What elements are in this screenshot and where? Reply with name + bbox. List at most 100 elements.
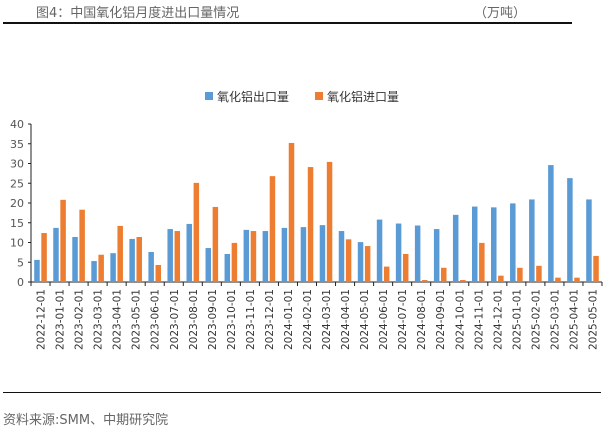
x-tick-label: 2023-03-01 (93, 289, 105, 350)
bar-import (117, 225, 123, 282)
bar-import (41, 233, 47, 282)
bar-export (491, 207, 497, 282)
bar-export (53, 227, 59, 282)
bar-export (357, 242, 364, 282)
x-tick-label: 2024-06-01 (378, 289, 390, 350)
x-tick-label: 2023-11-01 (245, 289, 257, 350)
bar-import (517, 267, 523, 282)
bar-export (376, 219, 383, 282)
figure-title: 图4：中国氧化铝月度进出口量情况 (36, 6, 240, 21)
bar-import (231, 242, 238, 282)
bar-import (60, 199, 66, 282)
bar-import (460, 280, 466, 282)
bar-export (338, 231, 345, 282)
bar-import (269, 176, 276, 282)
bar-import (212, 206, 219, 282)
x-tick-label: 2024-07-01 (397, 289, 409, 350)
bar-import (364, 246, 371, 282)
bar-import (574, 277, 580, 282)
x-tick-label: 2023-07-01 (169, 289, 181, 350)
bar-export (414, 225, 421, 282)
x-tick-label: 2023-08-01 (188, 289, 200, 350)
legend-swatch (205, 92, 213, 100)
x-tick-label: 2024-09-01 (435, 289, 447, 350)
bar-import (288, 142, 295, 282)
bar-export (148, 251, 154, 282)
bar-export (548, 165, 554, 282)
bar-export (91, 261, 97, 282)
bar-export (395, 223, 402, 282)
bar-import (421, 280, 428, 282)
bar-import (326, 161, 333, 282)
bar-import (174, 231, 181, 282)
bar-export (186, 223, 192, 282)
y-tick-label: 40 (10, 118, 24, 131)
bar-import (193, 182, 200, 282)
bar-export (224, 253, 231, 282)
bar-export (110, 253, 116, 282)
bar-import (593, 255, 599, 282)
y-tick-label: 0 (17, 276, 24, 289)
bar-export (72, 236, 78, 282)
x-tick-label: 2024-04-01 (340, 289, 352, 350)
bar-export (205, 248, 212, 282)
x-tick-label: 2025-03-01 (549, 289, 561, 350)
unit-label: （万吨） (474, 6, 527, 21)
bar-import (555, 277, 561, 282)
bar-export (34, 259, 40, 282)
y-tick-label: 25 (10, 177, 24, 190)
x-tick-label: 2024-10-01 (454, 289, 466, 350)
x-tick-label: 2023-02-01 (74, 289, 86, 350)
bar-import (536, 265, 542, 282)
bar-import (498, 275, 504, 282)
source-note: 资料来源:SMM、中期研究院 (3, 413, 169, 428)
bar-export (452, 214, 459, 282)
bar-import (136, 236, 142, 282)
bar-export (243, 229, 250, 282)
y-tick-label: 5 (17, 256, 24, 269)
x-tick-label: 2025-02-01 (530, 289, 542, 350)
bar-import (98, 254, 104, 282)
bar-export (510, 203, 516, 282)
bar-import (383, 266, 390, 282)
x-tick-label: 2023-05-01 (131, 289, 143, 350)
bar-import (307, 167, 314, 282)
source-divider (3, 392, 601, 393)
bar-import (479, 242, 485, 282)
y-tick-label: 15 (10, 217, 24, 230)
bar-export (433, 229, 440, 282)
bar-export (300, 227, 307, 282)
bar-import (345, 239, 352, 282)
bar-export (319, 225, 326, 282)
bar-export (129, 238, 135, 282)
x-tick-label: 2024-11-01 (473, 289, 485, 350)
x-tick-label: 2025-01-01 (511, 289, 523, 350)
x-tick-label: 2023-04-01 (112, 289, 124, 350)
x-tick-label: 2024-01-01 (283, 289, 295, 350)
bar-import (441, 267, 447, 282)
bar-export (567, 178, 573, 282)
x-tick-label: 2024-02-01 (302, 289, 314, 350)
bar-import (402, 253, 409, 282)
x-tick-label: 2023-09-01 (207, 289, 219, 350)
y-tick-label: 10 (10, 237, 24, 250)
legend-label: 氧化铝出口量 (217, 89, 289, 104)
bar-export (262, 231, 269, 282)
x-tick-label: 2024-05-01 (359, 289, 371, 350)
x-tick-label: 2025-04-01 (568, 289, 580, 350)
x-tick-label: 2023-12-01 (264, 289, 276, 350)
x-tick-label: 2023-10-01 (226, 289, 238, 350)
bar-export (167, 229, 173, 282)
bar-import (250, 231, 257, 282)
x-tick-label: 2023-06-01 (150, 289, 162, 350)
x-tick-label: 2025-05-01 (587, 289, 599, 350)
x-tick-label: 2023-01-01 (55, 289, 67, 350)
title-divider (3, 22, 572, 24)
bar-export (281, 227, 288, 282)
x-tick-label: 2022-12-01 (36, 289, 48, 350)
bar-export (471, 206, 478, 282)
x-tick-label: 2024-08-01 (416, 289, 428, 350)
legend-swatch (315, 92, 323, 100)
x-tick-label: 2024-12-01 (492, 289, 504, 350)
bar-import (155, 265, 162, 282)
